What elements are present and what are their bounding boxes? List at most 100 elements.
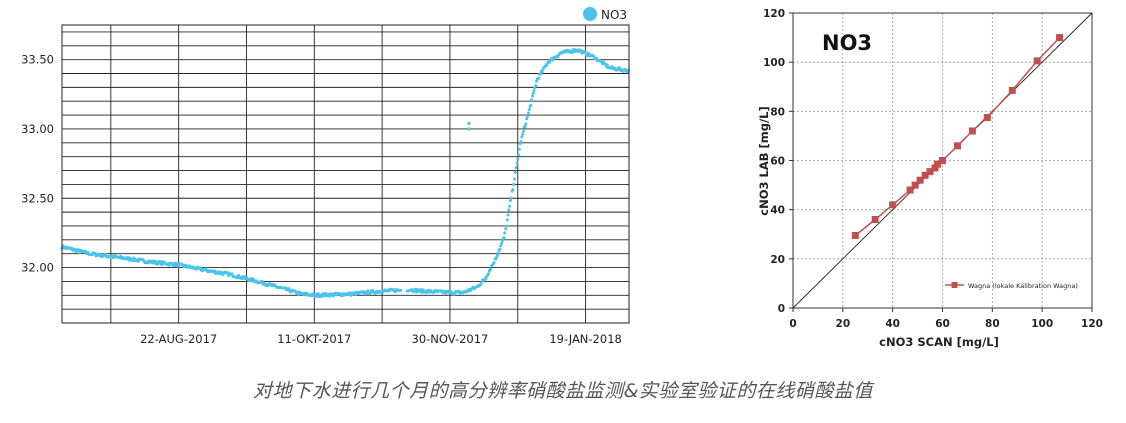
data-point [137,259,140,263]
x-tick-label: 60 [935,318,950,330]
data-point [524,122,528,126]
data-point [176,264,180,268]
data-point [529,103,533,107]
grid [62,25,629,323]
data-point [487,272,490,276]
y-tick-label: 100 [763,57,785,69]
legend-marker [951,282,958,288]
data-point [500,242,503,246]
data-point [508,204,512,208]
data-point [537,76,541,80]
data-point [514,166,518,169]
data-point [526,114,529,118]
data-point [515,161,519,165]
data-point [520,135,524,139]
data-point [534,84,538,88]
legend-label: NO3 [601,8,627,22]
data-point [495,254,499,257]
data-point [492,261,496,265]
data-point [511,188,515,191]
data-marker [921,171,929,179]
axes: 0 20 40 60 80 100 120 0 20 40 60 80 100 120 [763,8,1103,330]
y-tick-label: 33.50 [21,53,54,67]
y-tick-label: 40 [770,205,785,217]
x-tick-label: 40 [885,318,900,330]
y-tick-label: 32.50 [21,191,54,205]
data-marker [916,176,924,184]
data-point [525,117,529,121]
data-point [316,292,320,296]
data-point [503,231,507,235]
data-point [605,63,609,67]
data-point [366,289,370,293]
data-marker [954,142,961,150]
y-axis-label: cNO3 LAB [mg/L] [757,106,771,215]
legend: NO3 [583,7,627,22]
x-tick-label: 100 [1031,318,1053,330]
data-point [516,157,520,161]
x-tick-label: 19-JAN-2018 [549,332,622,346]
data-marker [911,181,919,189]
x-tick-label: 30-NOV-2017 [412,332,489,346]
data-point [496,251,500,255]
outlier-point [467,127,471,131]
data-point [532,89,536,92]
data-point [517,153,521,157]
data-marker [931,164,939,172]
x-tick-label: 0 [789,318,796,330]
data-point [517,147,521,151]
data-point [519,140,523,144]
data-point [93,251,97,255]
data-point [489,267,493,271]
data-point [509,196,513,200]
legend: Wagna (lokale Kalibration Wagna) [945,282,1078,290]
data-point [230,272,234,276]
data-marker [871,216,879,223]
data-point [506,213,510,217]
x-tick-label: 120 [1081,318,1103,330]
data-point [526,111,530,115]
axes: 32.00 32.50 33.00 33.50 22-AUG-2017 11-OKT-20… [21,24,630,346]
legend-label: Wagna (lokale Kalibration Wagna) [968,282,1078,290]
data-points [60,48,630,299]
data-point [530,98,534,102]
data-point [504,224,508,228]
data-marker [934,160,941,168]
x-axis-label: cNO3 SCAN [mg/L] [879,335,999,349]
data-point [592,54,595,58]
data-point [530,94,534,98]
series-lines [792,12,1093,309]
outlier-point [467,121,471,126]
time-series-chart: 32.00 32.50 33.00 33.50 22-AUG-2017 11-OKT-20… [21,7,630,346]
data-marker [1008,86,1016,94]
data-point [364,292,368,296]
chart-title: NO3 [822,31,872,55]
data-point [527,108,531,112]
plot-frame [61,24,630,324]
y-tick-label: 120 [763,8,785,20]
data-point [595,56,599,60]
y-tick-label: 20 [770,254,785,266]
data-point [502,236,506,240]
figure-caption: 对地下水进行几个月的高分辨率硝酸盐监测&实验室验证的在线硝酸盐值 [253,380,873,402]
series-line [854,37,1061,237]
y-tick-label: 80 [770,106,785,118]
data-marker [968,127,976,135]
data-marker [926,168,934,176]
data-point [508,199,512,203]
y-tick-label: 0 [778,303,785,315]
data-marker [889,201,897,209]
data-point [512,183,516,186]
data-point [399,288,403,292]
data-point [531,91,535,95]
data-point [513,171,517,174]
data-point [522,129,525,133]
calibration-chart: 0 20 40 60 80 100 120 0 20 40 60 80 100 120 NO3 cNO3 … [757,8,1103,349]
y-tick-label: 32.00 [21,261,54,275]
data-marker [939,157,946,164]
data-point [260,279,264,283]
y-tick-label: 60 [770,156,785,168]
data-marker [983,114,991,121]
x-tick-label: 22-AUG-2017 [140,332,217,346]
